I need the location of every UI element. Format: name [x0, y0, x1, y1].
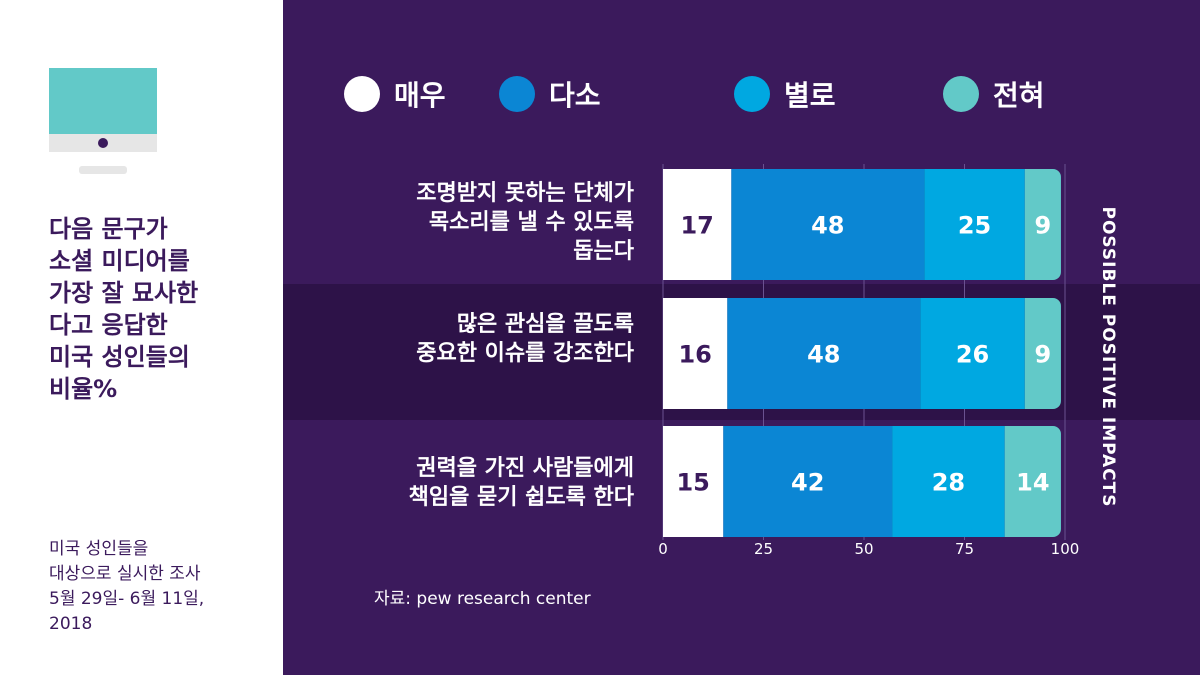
bar-segment [920, 298, 1025, 409]
bar-segment [1024, 169, 1061, 280]
bar-segment [924, 169, 1025, 280]
bar-segment [892, 426, 1005, 537]
bar-segment [1004, 426, 1061, 537]
tick-label: 0 [658, 540, 668, 558]
data-label: 48 [807, 341, 840, 369]
data-label: 16 [678, 341, 711, 369]
data-label: 9 [1035, 212, 1052, 240]
bar-segment [663, 169, 732, 280]
row-label: 조명받지 못하는 단체가 목소리를 낼 수 있도록 돕는다 [416, 181, 634, 264]
bar-segment [663, 298, 728, 409]
legend-dot [344, 76, 380, 112]
legend-item-not-very: 별로 [734, 72, 836, 116]
legend-dot [943, 76, 979, 112]
data-label: 15 [676, 469, 709, 497]
tick-label: 100 [1051, 540, 1080, 558]
bar-segment [663, 426, 724, 537]
survey-note: 미국 성인들을 대상으로 실시한 조사 5월 29일- 6월 11일, 2018 [49, 539, 205, 634]
legend-item-not-at-all: 전혀 [943, 72, 1045, 116]
legend-label: 매우 [394, 79, 446, 112]
legend-item-very: 매우 [344, 72, 446, 116]
data-label: 25 [958, 212, 991, 240]
row-label: 권력을 가진 사람들에게 책임을 묻기 쉽도록 한다 [408, 456, 634, 510]
bar-group [663, 426, 1061, 537]
bar-segment [731, 169, 925, 280]
bar-segment [1024, 298, 1061, 409]
data-label: 48 [811, 212, 844, 240]
legend-label: 별로 [784, 79, 836, 112]
data-label: 26 [956, 341, 989, 369]
data-label: 9 [1035, 341, 1052, 369]
legend-label: 전혀 [993, 79, 1045, 112]
legend-dot [734, 76, 770, 112]
computer-monitor-icon [49, 68, 157, 174]
data-label: 28 [932, 469, 965, 497]
data-label: 17 [680, 212, 713, 240]
tick-label: 50 [854, 540, 873, 558]
sidebar-title: 다음 문구가 소셜 미디어를 가장 잘 묘사한 다고 응답한 미국 성인들의 비… [49, 215, 199, 403]
bar-segment [727, 298, 921, 409]
legend-label: 다소 [549, 79, 601, 112]
bar-group [663, 298, 1061, 409]
bar-group [663, 169, 1061, 280]
row-label: 많은 관심을 끌도록 중요한 이슈를 강조한다 [416, 312, 634, 366]
data-label: 42 [791, 469, 824, 497]
sidebar: 다음 문구가 소셜 미디어를 가장 잘 묘사한 다고 응답한 미국 성인들의 비… [0, 0, 283, 675]
data-label: 14 [1016, 469, 1049, 497]
tick-label: 25 [754, 540, 773, 558]
legend-dot [499, 76, 535, 112]
side-axis-label: POSSIBLE POSITIVE IMPACTS [1098, 206, 1118, 508]
legend-item-somewhat: 다소 [499, 72, 601, 116]
bar-segment [723, 426, 893, 537]
source-note: 자료: pew research center [374, 589, 591, 609]
tick-label: 75 [955, 540, 974, 558]
